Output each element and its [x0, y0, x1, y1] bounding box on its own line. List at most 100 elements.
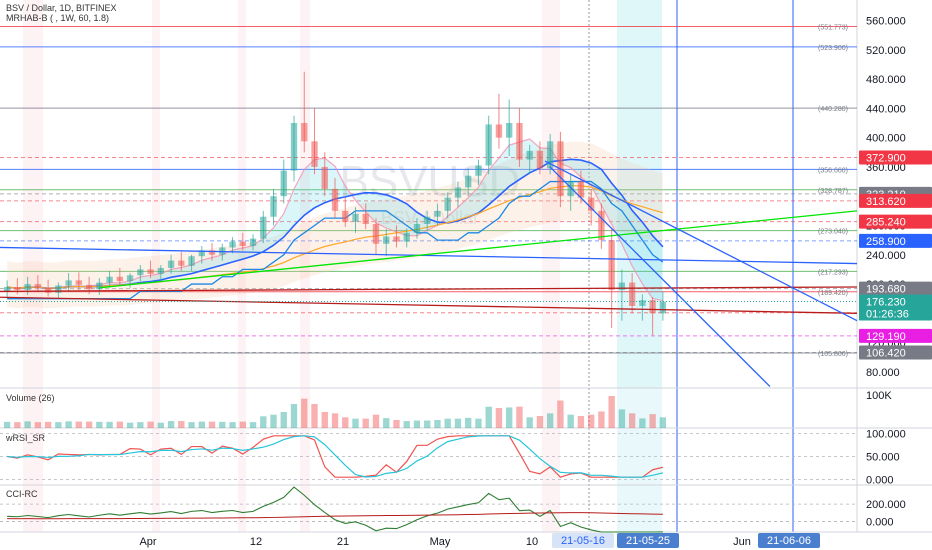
- ma-cloud: [7, 139, 663, 301]
- date-badge-label: 21-05-25: [626, 535, 670, 547]
- volume-bar: [137, 422, 144, 428]
- price-tag-text: 106.420: [866, 348, 906, 360]
- volume-bar: [96, 421, 103, 428]
- candle-body: [14, 286, 21, 290]
- volume-bar: [342, 417, 349, 428]
- volume-bar: [270, 414, 277, 428]
- rsi-tick-label: 100.000: [866, 429, 906, 441]
- candle-body: [331, 188, 339, 211]
- candle-body: [55, 285, 62, 293]
- date-badge-label: 21-05-16: [561, 535, 605, 547]
- candle-body: [75, 280, 83, 285]
- volume-bar: [116, 421, 124, 428]
- candle-body: [239, 241, 246, 246]
- last-price-countdown: 01:26:36: [866, 308, 909, 320]
- volume-bar: [628, 413, 636, 428]
- candle-body: [618, 282, 626, 290]
- candle-body: [321, 166, 328, 189]
- volume-bar: [260, 416, 267, 428]
- date-badge-label: 21-06-06: [767, 535, 811, 547]
- slow-ma-line: [7, 185, 664, 290]
- volume-bar: [44, 421, 52, 428]
- candle-body: [567, 181, 574, 197]
- volume-bar: [126, 422, 134, 428]
- trendline: [0, 246, 858, 265]
- volume-bar: [413, 420, 421, 428]
- candle-body: [526, 150, 533, 160]
- indicator-legend: MRHAB-B ( , 1W, 60, 1.8): [6, 13, 110, 23]
- volume-bar: [383, 418, 390, 428]
- cci-tick-label: 200.000: [866, 499, 906, 511]
- candle-body: [465, 175, 472, 188]
- rsi-signal-line: [7, 435, 664, 478]
- price-tag-bg: [859, 214, 932, 229]
- candle-body: [393, 236, 400, 242]
- session-band: [238, 0, 246, 532]
- price-tag: 313.620: [859, 193, 932, 208]
- volume-bar: [24, 421, 31, 428]
- volume-bar: [424, 420, 431, 428]
- price-tick-label: 400.000: [866, 133, 906, 145]
- level-label: (273.040): [818, 229, 848, 236]
- candle-body: [249, 238, 257, 246]
- price-tag-bg: [859, 193, 932, 208]
- volume-bar: [567, 414, 574, 428]
- rsi-tick-label: 50.000: [866, 452, 900, 464]
- price-tag-bg: [859, 345, 932, 360]
- candle-body: [495, 124, 503, 138]
- level-label: (189.420): [818, 290, 848, 297]
- volume-bar: [198, 421, 205, 428]
- level-label: (105.800): [818, 351, 848, 358]
- candle-body: [126, 275, 134, 282]
- volume-bar: [495, 408, 503, 428]
- volume-bar: [352, 418, 359, 428]
- volume-legend: Volume (26): [6, 393, 55, 403]
- volume-bar: [3, 421, 11, 428]
- candle-body: [34, 284, 42, 288]
- candle-body: [270, 196, 277, 217]
- volume-bar: [557, 400, 564, 428]
- volume-bar: [85, 421, 93, 428]
- price-tag-text: 285.240: [866, 217, 906, 229]
- level-label: (440.280): [818, 106, 848, 113]
- candle-body: [362, 213, 369, 225]
- volume-bar: [229, 422, 236, 428]
- x-tick-label: 10: [526, 536, 538, 548]
- volume-bar: [157, 422, 164, 428]
- price-tag-bg: [859, 328, 932, 343]
- volume-bar: [587, 414, 595, 428]
- volume-bar: [608, 396, 615, 428]
- volume-bar: [454, 418, 462, 428]
- candle-body: [24, 284, 31, 290]
- price-tag-bg: [859, 281, 932, 296]
- level-label: (523.900): [818, 45, 848, 52]
- x-tick-label: May: [430, 536, 451, 548]
- candle-body: [106, 276, 113, 283]
- volume-bar: [516, 406, 523, 428]
- price-tag: 129.190: [859, 328, 932, 343]
- last-price-tag: [859, 294, 932, 321]
- x-tick-label: Apr: [139, 536, 156, 548]
- volume-bar: [75, 421, 83, 428]
- volume-bar: [649, 414, 656, 428]
- price-tag-text: 313.620: [866, 196, 906, 208]
- volume-bar: [55, 422, 62, 428]
- candle-body: [96, 282, 103, 290]
- level-label: (551.773): [818, 25, 848, 32]
- candle-body: [577, 181, 585, 198]
- volume-bar: [577, 416, 585, 428]
- volume-tick-label: 100K: [866, 390, 892, 402]
- price-tag-bg: [859, 233, 932, 248]
- candle-body: [352, 213, 359, 222]
- x-tick-label: 12: [250, 536, 262, 548]
- volume-bar: [34, 422, 42, 428]
- volume-bar: [372, 414, 380, 428]
- volume-bar: [219, 421, 226, 428]
- session-band: [23, 0, 43, 532]
- price-tick-label: 560.000: [866, 15, 906, 27]
- price-tag-text: 372.900: [866, 152, 906, 164]
- volume-bar: [65, 421, 72, 428]
- candle-body: [147, 269, 154, 274]
- candle-body: [587, 197, 595, 211]
